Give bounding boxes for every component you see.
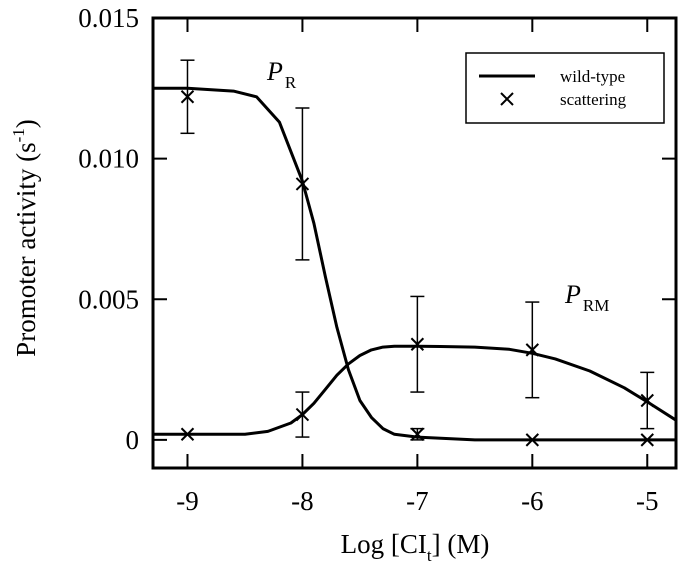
- data-point-x-marker: [295, 177, 310, 191]
- x-tick-label: -7: [406, 486, 429, 516]
- x-axis-label: Log [CIt] (M): [341, 529, 490, 565]
- data-point-x-marker: [525, 343, 540, 357]
- y-axis-label-sup: -1: [9, 128, 28, 142]
- y-axis-label-main: Promoter activity (s: [11, 142, 41, 356]
- data-point-x-marker: [410, 337, 425, 351]
- annotation-p-rm-sub: RM: [583, 296, 609, 315]
- x-axis-label-unit: ] (M): [432, 529, 490, 559]
- y-tick-label: 0.010: [78, 144, 139, 174]
- y-tick-label: 0: [126, 425, 140, 455]
- curves-layer: [153, 86, 677, 442]
- legend: wild-type scattering: [465, 52, 665, 124]
- markers-layer: [180, 90, 654, 447]
- data-point-x-marker: [180, 427, 195, 441]
- legend-label-scattering: scattering: [560, 90, 627, 109]
- plot-frame: [151, 16, 678, 470]
- annotation-p-rm-main: P: [564, 280, 581, 309]
- y-tick-label: 0.005: [78, 284, 139, 314]
- ticks-layer: -9 -8 -7 -6 -5 0 0.005 0.010 0.015: [78, 3, 676, 516]
- y-tick-label: 0.015: [78, 3, 139, 33]
- x-tick-label: -5: [636, 486, 659, 516]
- x-tick-label: -8: [291, 486, 314, 516]
- legend-box: [465, 52, 665, 124]
- annotation-p-r-sub: R: [285, 73, 297, 92]
- data-point-x-marker: [410, 427, 425, 441]
- legend-label-wild-type: wild-type: [560, 67, 625, 86]
- y-axis-label: Promoter activity (s-1): [9, 119, 41, 357]
- annotation-p-rm: P RM: [564, 280, 609, 315]
- x-axis-label-sub: t: [427, 546, 432, 565]
- plot-border: [151, 16, 678, 470]
- data-point-x-marker: [525, 433, 540, 447]
- fit-curve: [153, 86, 676, 442]
- x-tick-label: -9: [176, 486, 199, 516]
- x-axis-label-main: Log [CI: [341, 529, 427, 559]
- data-point-x-marker: [640, 433, 654, 447]
- data-point-x-marker: [180, 90, 195, 104]
- annotation-p-r-main: P: [266, 57, 283, 86]
- x-tick-label: -6: [521, 486, 544, 516]
- y-axis-label-end: ): [11, 119, 41, 128]
- data-point-x-marker: [640, 393, 654, 408]
- legend-x-marker: [500, 92, 514, 106]
- fit-curve: [153, 344, 677, 436]
- data-point-x-marker: [295, 407, 310, 422]
